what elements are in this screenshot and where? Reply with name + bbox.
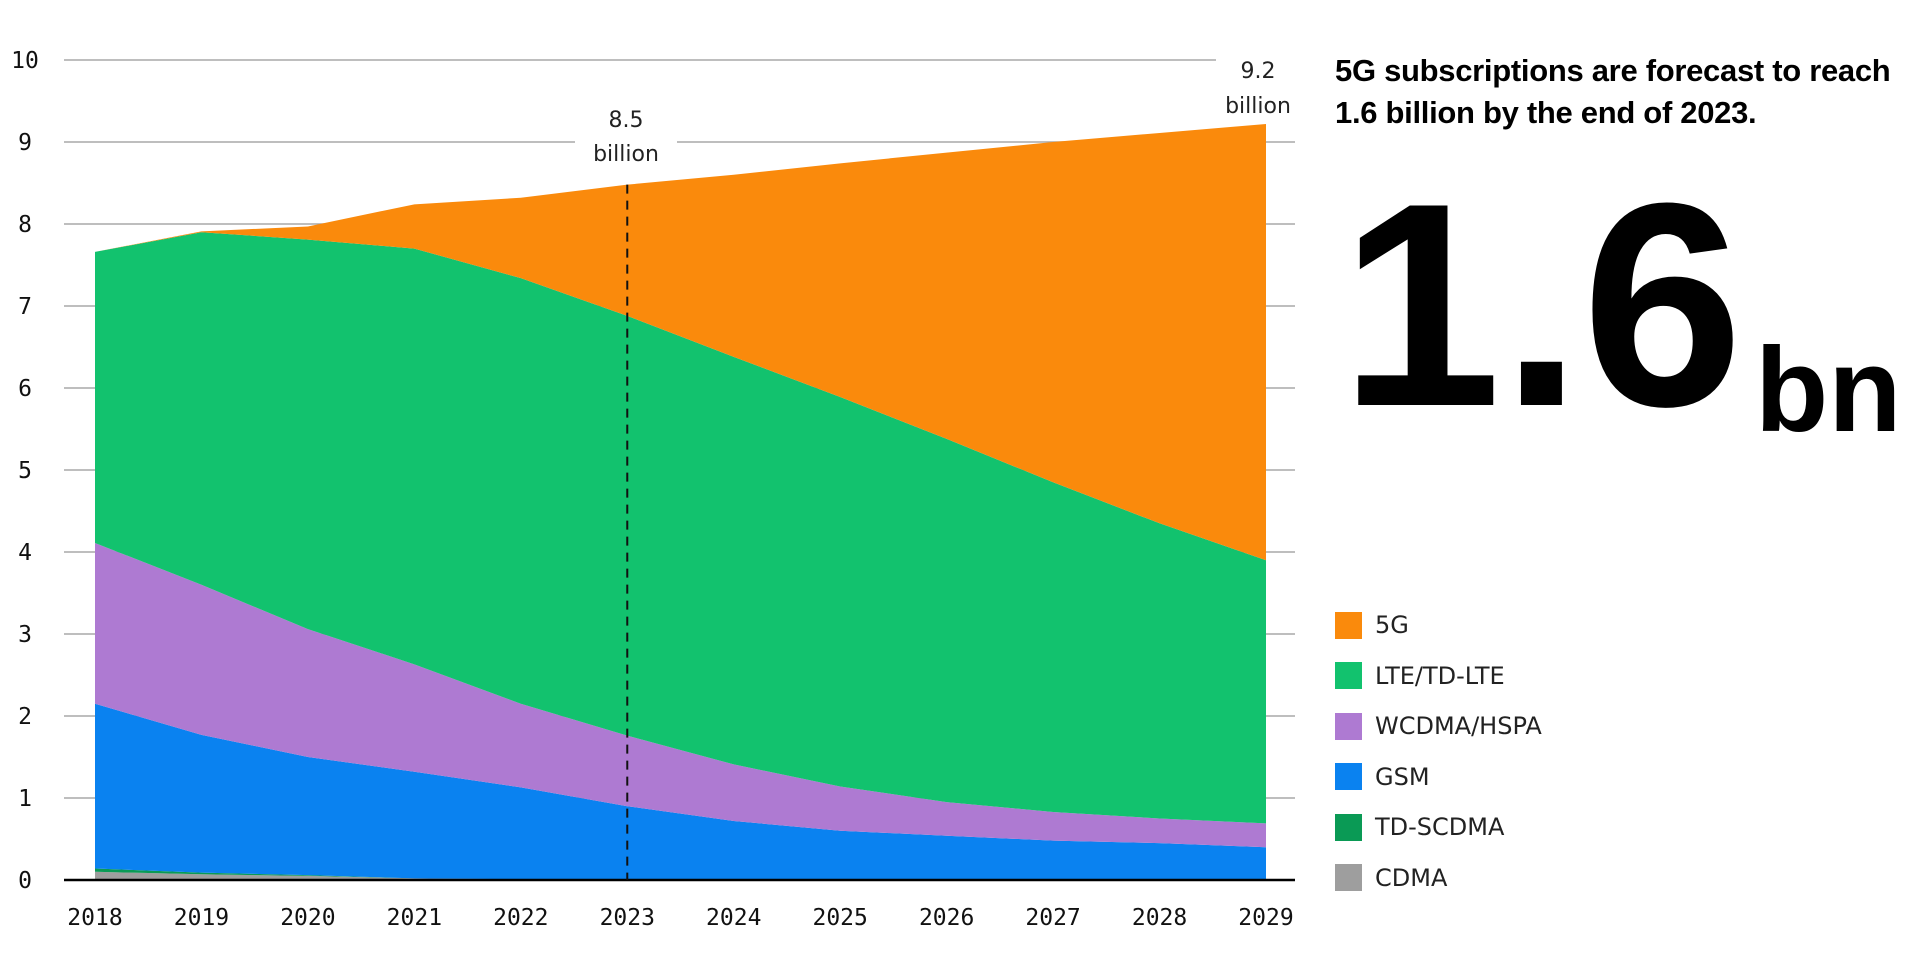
annotation-bg [575,100,677,170]
big-number-value: 1.6 [1340,143,1744,467]
x-tick-label: 2022 [493,905,548,931]
x-tick-label: 2021 [387,905,442,931]
legend-swatch [1335,763,1362,791]
legend-item-wcdma: WCDMA/HSPA [1335,701,1542,752]
legend-swatch [1335,864,1362,892]
x-tick-label: 2018 [67,905,122,931]
headline: 5G subscriptions are forecast to reach 1… [1335,53,1891,130]
big-number-unit: bn [1755,323,1902,457]
legend-item-td-scdma: TD-SCDMA [1335,802,1542,853]
y-tick-label: 7 [18,294,32,320]
area-5g [95,123,1266,561]
legend-swatch [1335,611,1362,639]
annotation-2023-value: 8.5 [609,108,644,133]
area-wcdma-hspa [95,542,1266,848]
x-tick-label: 2027 [1025,905,1080,931]
y-tick-label: 0 [18,868,32,894]
y-tick-label: 3 [18,622,32,648]
legend-item-cdma: CDMA [1335,853,1542,904]
area-lte-td-lte [95,232,1266,824]
legend-swatch [1335,662,1362,690]
y-tick-label: 4 [18,540,32,566]
x-tick-label: 2023 [600,905,655,931]
x-tick-label: 2019 [174,905,229,931]
legend-label: LTE/TD-LTE [1375,661,1505,690]
area-cdma [95,871,1266,880]
x-tick-label: 2025 [812,905,867,931]
legend-label: TD-SCDMA [1375,813,1505,842]
x-tick-label: 2024 [706,905,761,931]
series-areas [95,123,1266,880]
legend-label: CDMA [1375,863,1448,892]
y-tick-label: 1 [18,786,32,812]
legend-label: GSM [1375,762,1430,791]
legend-label: 5G [1375,611,1409,640]
y-tick-label: 5 [18,458,32,484]
legend-item-gsm: GSM [1335,752,1542,803]
y-tick-label: 2 [18,704,32,730]
y-tick-label: 10 [11,48,39,74]
annotation-2023-unit: billion [593,142,659,167]
y-tick-label: 6 [18,376,32,402]
legend: 5G LTE/TD-LTE WCDMA/HSPA GSM TD-SCDMA CD… [1335,600,1542,903]
x-axis-ticks: 2018 2019 2020 2021 2022 2023 2024 2025 2026 2027… [67,905,1293,931]
annotation-2029-unit: billion [1225,94,1291,119]
annotation-bg [1216,50,1301,120]
legend-item-lte: LTE/TD-LTE [1335,651,1542,702]
x-tick-label: 2020 [280,905,335,931]
y-axis-ticks: 0 1 2 3 4 5 6 7 8 9 10 [11,48,39,894]
legend-item-5g: 5G [1335,600,1542,651]
y-tick-label: 9 [18,130,32,156]
legend-swatch [1335,712,1362,740]
y-tick-label: 8 [18,212,32,238]
x-tick-label: 2026 [919,905,974,931]
annotation-2029-value: 9.2 [1241,59,1276,84]
area-gsm [95,703,1266,880]
x-tick-label: 2028 [1132,905,1187,931]
legend-label: WCDMA/HSPA [1375,712,1542,741]
legend-swatch [1335,813,1362,841]
x-tick-label: 2029 [1238,905,1293,931]
